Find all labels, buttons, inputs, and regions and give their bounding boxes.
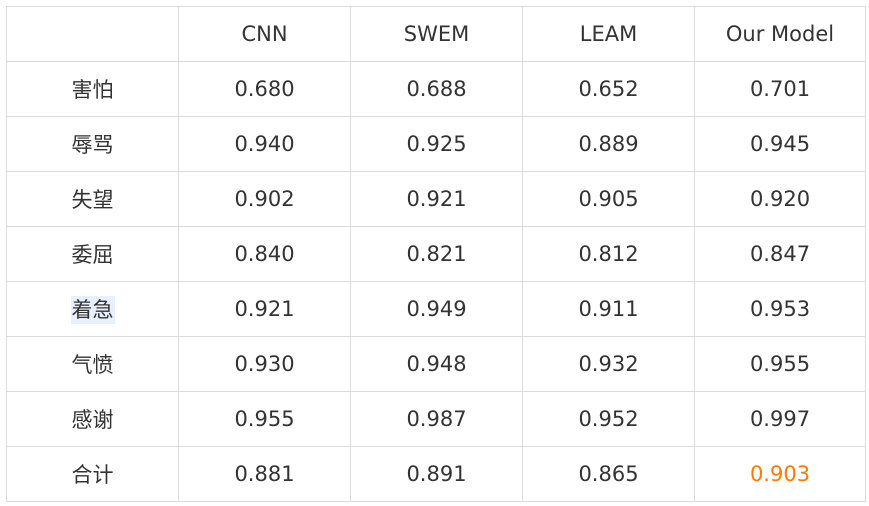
row-label: 感谢 <box>6 391 179 447</box>
table-row: 失望 0.902 0.921 0.905 0.920 <box>6 171 866 227</box>
cell-value: 0.952 <box>522 391 695 447</box>
table-row: 委屈 0.840 0.821 0.812 0.847 <box>6 226 866 282</box>
row-label[interactable]: 着急 <box>70 296 115 324</box>
cell-value: 0.925 <box>350 116 523 172</box>
cell-value: 0.920 <box>694 171 866 227</box>
cell-value: 0.680 <box>178 61 351 117</box>
header-cell-cnn: CNN <box>178 6 351 62</box>
row-label: 害怕 <box>6 61 179 117</box>
table-row: 辱骂 0.940 0.925 0.889 0.945 <box>6 116 866 172</box>
row-label: 合计 <box>6 446 179 502</box>
cell-value: 0.688 <box>350 61 523 117</box>
header-cell-swem: SWEM <box>350 6 523 62</box>
results-table: CNN SWEM LEAM Our Model 害怕 0.680 0.688 0… <box>6 6 866 502</box>
table-row: 气愤 0.930 0.948 0.932 0.955 <box>6 336 866 392</box>
cell-value: 0.902 <box>178 171 351 227</box>
cell-value: 0.940 <box>178 116 351 172</box>
table-row: 害怕 0.680 0.688 0.652 0.701 <box>6 61 866 117</box>
cell-value: 0.997 <box>694 391 866 447</box>
row-label: 失望 <box>6 171 179 227</box>
row-label-cell: 着急 <box>6 281 179 337</box>
cell-value: 0.652 <box>522 61 695 117</box>
cell-value: 0.847 <box>694 226 866 282</box>
row-label: 气愤 <box>6 336 179 392</box>
header-cell-our-model: Our Model <box>694 6 866 62</box>
cell-value: 0.955 <box>178 391 351 447</box>
cell-value: 0.930 <box>178 336 351 392</box>
cell-value: 0.865 <box>522 446 695 502</box>
table-row-total: 合计 0.881 0.891 0.865 0.903 <box>6 446 866 502</box>
header-cell-empty <box>6 6 179 62</box>
cell-value: 0.948 <box>350 336 523 392</box>
row-label: 辱骂 <box>6 116 179 172</box>
cell-value: 0.949 <box>350 281 523 337</box>
cell-value: 0.932 <box>522 336 695 392</box>
cell-value: 0.821 <box>350 226 523 282</box>
cell-value: 0.921 <box>178 281 351 337</box>
cell-value: 0.953 <box>694 281 866 337</box>
header-cell-leam: LEAM <box>522 6 695 62</box>
cell-value: 0.987 <box>350 391 523 447</box>
table-header-row: CNN SWEM LEAM Our Model <box>6 6 866 62</box>
cell-value-highlight: 0.903 <box>694 446 866 502</box>
cell-value: 0.701 <box>694 61 866 117</box>
cell-value: 0.921 <box>350 171 523 227</box>
table-row: 感谢 0.955 0.987 0.952 0.997 <box>6 391 866 447</box>
results-table-container: CNN SWEM LEAM Our Model 害怕 0.680 0.688 0… <box>6 6 866 502</box>
cell-value: 0.881 <box>178 446 351 502</box>
cell-value: 0.911 <box>522 281 695 337</box>
table-row: 着急 0.921 0.949 0.911 0.953 <box>6 281 866 337</box>
row-label: 委屈 <box>6 226 179 282</box>
cell-value: 0.945 <box>694 116 866 172</box>
cell-value: 0.812 <box>522 226 695 282</box>
cell-value: 0.905 <box>522 171 695 227</box>
cell-value: 0.889 <box>522 116 695 172</box>
cell-value: 0.955 <box>694 336 866 392</box>
cell-value: 0.891 <box>350 446 523 502</box>
cell-value: 0.840 <box>178 226 351 282</box>
